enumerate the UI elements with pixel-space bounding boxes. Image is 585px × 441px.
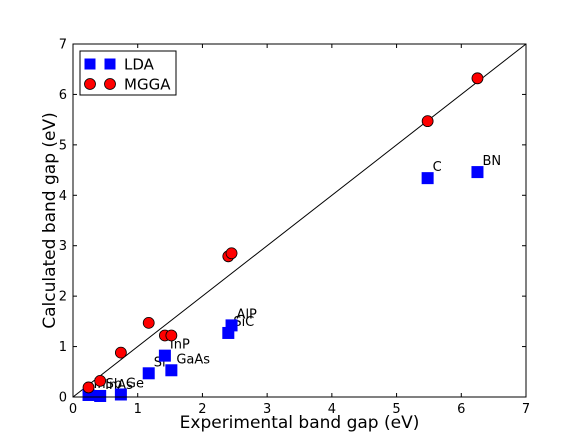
y-tick-label: 7 — [59, 38, 67, 53]
x-axis-label: Experimental band gap (eV) — [180, 413, 420, 433]
mgga-point — [165, 329, 178, 342]
x-tick-label: 5 — [392, 402, 400, 417]
y-tick-label: 1 — [59, 340, 67, 355]
x-tick-label: 4 — [328, 402, 336, 417]
legend-label: MGGA — [124, 76, 171, 94]
y-tick-label: 6 — [59, 88, 67, 103]
lda-point — [158, 349, 171, 362]
mgga-point — [82, 381, 95, 394]
x-tick-label: 0 — [69, 402, 77, 417]
y-tick-label: 0 — [59, 391, 67, 406]
legend-label: LDA — [124, 56, 155, 74]
axes-layer: 0 1 2 3 4 5 6 7 0 1 2 3 4 5 6 7 — [59, 38, 530, 418]
mgga-point — [114, 346, 127, 359]
lda-point — [471, 166, 484, 179]
mgga-point — [142, 316, 155, 329]
point-label: C — [433, 160, 442, 175]
lda-point — [225, 319, 238, 332]
lda-point — [142, 367, 155, 380]
legend-marker-lda — [104, 58, 116, 70]
mgga-point — [225, 247, 238, 260]
legend: LDA MGGA — [79, 50, 177, 96]
point-label: InP — [170, 338, 190, 353]
x-tick-label: 3 — [263, 402, 271, 417]
point-label: Si — [154, 355, 166, 370]
point-label: AlP — [237, 307, 258, 322]
point-label: BN — [482, 154, 501, 169]
mgga-point — [421, 115, 434, 128]
y-tick-label: 3 — [59, 239, 67, 254]
legend-marker-mgga — [104, 78, 116, 90]
mgga-point — [471, 72, 484, 85]
point-label: Ge — [126, 376, 144, 391]
lda-point — [165, 364, 178, 377]
x-tick-label: 7 — [522, 402, 530, 417]
reference-line — [72, 43, 527, 398]
y-axis-label: Calculated band gap (eV) — [40, 112, 60, 329]
x-tick-label: 2 — [198, 402, 206, 417]
legend-marker-mgga — [84, 78, 96, 90]
y-tick-label: 5 — [59, 138, 67, 153]
x-tick-label: 1 — [134, 402, 142, 417]
lda-point — [94, 389, 107, 402]
legend-marker-lda — [84, 58, 96, 70]
legend-box — [79, 50, 177, 96]
y-tick-label: 4 — [59, 189, 67, 204]
lda-point — [114, 388, 127, 401]
mgga-point — [94, 374, 107, 387]
point-label: SiC — [233, 315, 254, 330]
point-label: GaAs — [176, 352, 210, 367]
y-tick-label: 2 — [59, 290, 67, 305]
lda-point — [421, 172, 434, 185]
plot-frame — [72, 43, 527, 398]
x-tick-label: 6 — [457, 402, 465, 417]
